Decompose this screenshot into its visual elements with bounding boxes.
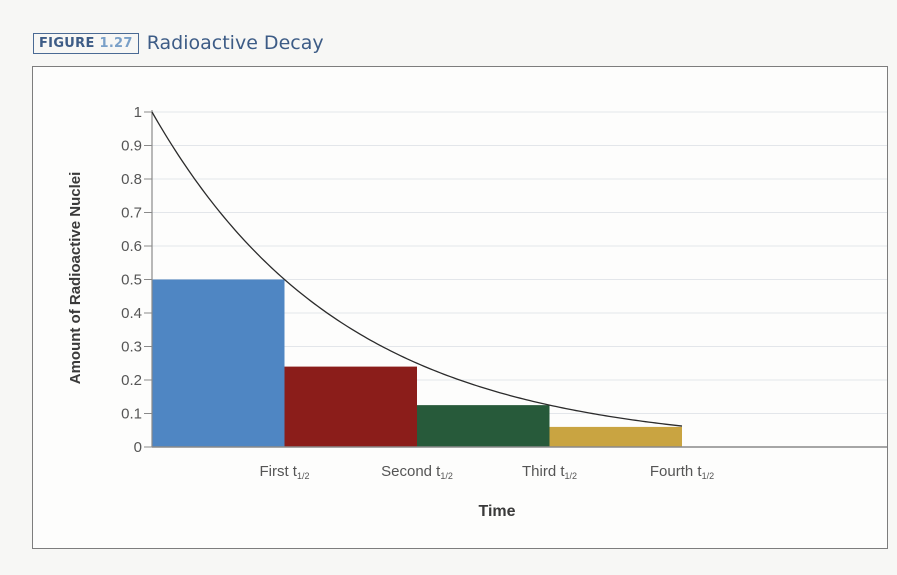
figure-header: FIGURE 1.27 Radioactive Decay: [33, 30, 324, 56]
decay-curve: [151, 111, 683, 427]
y-tick-label-1: 0.1: [121, 406, 142, 423]
y-tick-label-9: 0.9: [121, 138, 142, 155]
x-axis-title: Time: [478, 503, 515, 520]
bar-1: [152, 279, 285, 447]
x-tick-label-4: Fourth t1/2: [650, 463, 714, 481]
x-tick-label-1: First t1/2: [259, 463, 309, 481]
x-tick-label-3: Third t1/2: [522, 463, 577, 481]
y-tick-label-10: 1: [134, 104, 142, 121]
bar-4: [549, 426, 682, 447]
decay-curve-group: [151, 111, 683, 427]
bar-3: [417, 405, 550, 447]
y-tick-label-8: 0.8: [121, 171, 142, 188]
bars: [152, 279, 682, 447]
y-tick-label-4: 0.4: [121, 305, 142, 322]
figure-label-prefix: FIGURE: [39, 35, 95, 51]
y-tick-label-7: 0.7: [121, 205, 142, 222]
x-tick-label-2: Second t1/2: [381, 463, 453, 481]
bar-2: [284, 366, 417, 447]
figure-label: FIGURE 1.27: [33, 32, 139, 54]
axes: [144, 110, 887, 448]
figure-label-number: 1.27: [99, 35, 133, 51]
axis-labels: 0 0.1 0.2 0.3 0.4 0.5 0.6 0.7 0.8 0.9 1 First t1/2 S…: [67, 104, 714, 520]
y-tick-label-5: 0.5: [121, 272, 142, 289]
y-tick-label-0: 0: [134, 439, 142, 456]
y-tick-label-3: 0.3: [121, 339, 142, 356]
y-tick-label-2: 0.2: [121, 372, 142, 389]
figure-title: Radioactive Decay: [146, 32, 324, 54]
y-axis-title: Amount of Radioactive Nuclei: [67, 172, 84, 385]
y-tick-label-6: 0.6: [121, 238, 142, 255]
